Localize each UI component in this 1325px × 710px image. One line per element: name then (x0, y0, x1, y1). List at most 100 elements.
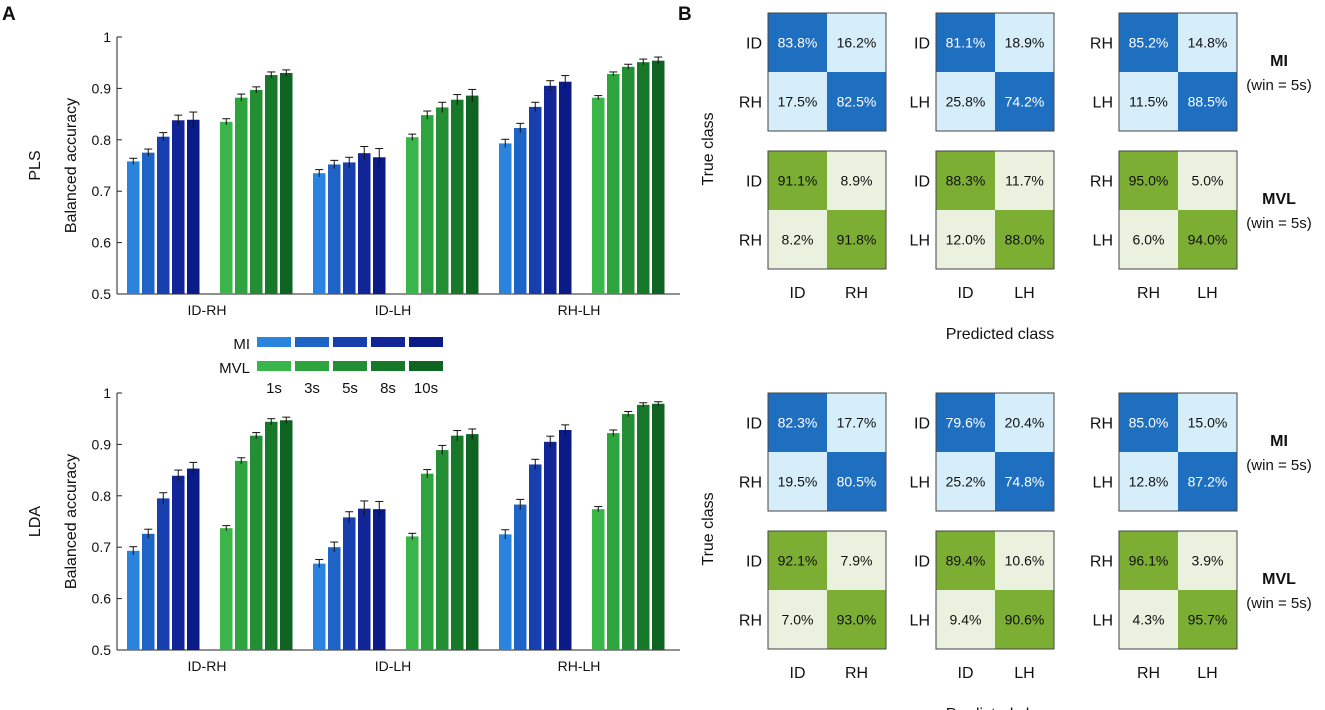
confusion-cell (1178, 531, 1237, 590)
confusion-cell (827, 13, 886, 72)
y-axis-label: Balanced accuracy (63, 454, 80, 589)
legend-swatch-mvl-5s (333, 361, 367, 371)
confusion-cell-value: 25.8% (946, 94, 986, 110)
confusion-cell-value: 80.5% (837, 474, 877, 490)
bar-mi-id-rh-1s (127, 161, 140, 294)
confusion-cell (1178, 590, 1237, 649)
confusion-cell (936, 151, 995, 210)
true-row-label: ID (746, 416, 762, 433)
confusion-cell-value: 19.5% (778, 474, 818, 490)
confusion-cell (936, 72, 995, 131)
bar-mi-id-rh-1s (127, 550, 140, 650)
bar-mvl-id-lh-1s (406, 536, 419, 650)
bar-mi-id-rh-3s (142, 152, 155, 294)
bar-mi-id-lh-3s (328, 547, 341, 650)
bar-mi-rh-lh-5s (529, 464, 542, 650)
predicted-col-label: RH (1137, 665, 1160, 682)
confusion-cell-value: 7.9% (841, 553, 873, 569)
confusion-cell (936, 531, 995, 590)
confusion-cell-value: 8.9% (841, 173, 873, 189)
x-group-label: RH-LH (558, 658, 601, 674)
confusion-cell-value: 11.5% (1129, 94, 1168, 110)
bar-mvl-id-lh-1s (406, 137, 419, 294)
confusion-cell (1178, 151, 1237, 210)
confusion-cell-value: 25.2% (946, 474, 986, 490)
confusion-cell-value: 8.2% (782, 232, 814, 248)
confusion-cell-value: 10.6% (1005, 553, 1045, 569)
confusion-cell (827, 452, 886, 511)
confusion-matrix-rh-lh: 85.0% 15.0% RH 12.8% 87.2% LH (1090, 392, 1238, 512)
confusion-cell (995, 151, 1054, 210)
matrix-border (1118, 150, 1238, 270)
confusion-cell-value: 95.0% (1129, 173, 1169, 189)
bar-mvl-id-rh-1s (220, 121, 233, 294)
matrix-border (767, 150, 887, 270)
confusion-cell (1119, 210, 1178, 269)
row-title: MVL (1262, 571, 1296, 588)
confusion-cell (827, 151, 886, 210)
confusion-cell (995, 210, 1054, 269)
bar-mvl-id-rh-1s (220, 528, 233, 650)
confusion-cell (768, 452, 827, 511)
bar-mvl-rh-lh-8s (637, 62, 650, 294)
bar-mvl-id-lh-5s (436, 450, 449, 650)
bar-mi-id-lh-1s (313, 173, 326, 294)
bar-mvl-id-rh-8s (265, 75, 278, 294)
confusion-cell-value: 18.9% (1005, 35, 1045, 51)
bar-mi-rh-lh-1s (499, 534, 512, 650)
confusion-cell-value: 81.1% (946, 35, 986, 51)
bar-mvl-rh-lh-1s (592, 97, 605, 294)
x-group-label: ID-RH (188, 658, 227, 674)
bar-mvl-id-lh-8s (451, 435, 464, 650)
confusion-matrix-id-rh: 92.1% 7.9% ID 7.0% 93.0% RH ID RH (739, 530, 887, 682)
x-group-label: ID-LH (375, 302, 412, 318)
bar-mvl-rh-lh-10s (652, 60, 665, 295)
y-tick-label: 0.7 (92, 183, 112, 199)
matrix-border (1118, 12, 1238, 132)
row-subtitle: (win = 5s) (1246, 595, 1311, 612)
confusion-cell-value: 74.2% (1005, 94, 1045, 110)
bar-mvl-id-rh-10s (280, 72, 293, 294)
confusion-cell-value: 89.4% (946, 553, 986, 569)
y-tick-label: 1 (103, 385, 111, 401)
confusion-cell-value: 11.7% (1005, 173, 1044, 189)
confusion-cell (1178, 393, 1237, 452)
confusion-cell-value: 12.8% (1129, 474, 1169, 490)
confusion-cell-value: 91.8% (837, 232, 877, 248)
confusion-row-mvl: 92.1% 7.9% ID 7.0% 93.0% RH ID RH 89.4% 10.6% ID 9.… (739, 530, 1312, 682)
confusion-cell-value: 87.2% (1188, 474, 1228, 490)
legend-swatch-mi-3s (295, 337, 329, 347)
bar-mvl-rh-lh-3s (607, 74, 620, 295)
bar-mvl-rh-lh-5s (622, 66, 635, 294)
y-tick-label: 0.8 (92, 132, 112, 148)
confusion-matrix-id-rh: 82.3% 17.7% ID 19.5% 80.5% RH (739, 392, 887, 512)
bar-mvl-id-rh-8s (265, 421, 278, 650)
confusion-cell-value: 88.5% (1188, 94, 1228, 110)
y-tick-label: 0.7 (92, 539, 112, 555)
true-row-label: RH (739, 613, 762, 630)
confusion-cell-value: 7.0% (782, 612, 814, 628)
bar-mi-id-lh-3s (328, 164, 341, 294)
predicted-col-label: ID (790, 285, 806, 302)
confusion-cell (995, 452, 1054, 511)
confusion-row-mvl: 91.1% 8.9% ID 8.2% 91.8% RH ID RH 88.3% 11.7% ID 12… (739, 150, 1312, 302)
legend-swatch-mi-1s (257, 337, 291, 347)
row-subtitle: (win = 5s) (1246, 77, 1311, 94)
bar-mi-rh-lh-1s (499, 143, 512, 294)
true-row-label: LH (910, 233, 930, 250)
confusion-cell (827, 590, 886, 649)
panel-b-confusion-matrices: True class Predicted class 83.8% 16.2% ID 17.… (700, 12, 1312, 710)
y-tick-label: 0.6 (92, 591, 112, 607)
true-class-label: True class (700, 112, 717, 185)
bar-mvl-rh-lh-10s (652, 403, 665, 650)
row-title: MVL (1262, 191, 1296, 208)
confusion-cell-value: 96.1% (1129, 553, 1169, 569)
panel-a-letter: A (2, 4, 16, 25)
confusion-matrix-id-lh: 89.4% 10.6% ID 9.4% 90.6% LH ID LH (910, 530, 1055, 682)
confusion-cell-value: 17.7% (837, 415, 877, 431)
legend-mvl-label: MVL (219, 360, 250, 377)
bar-mi-rh-lh-3s (514, 504, 527, 650)
confusion-cell-value: 82.3% (778, 415, 818, 431)
y-tick-label: 0.5 (92, 286, 112, 302)
